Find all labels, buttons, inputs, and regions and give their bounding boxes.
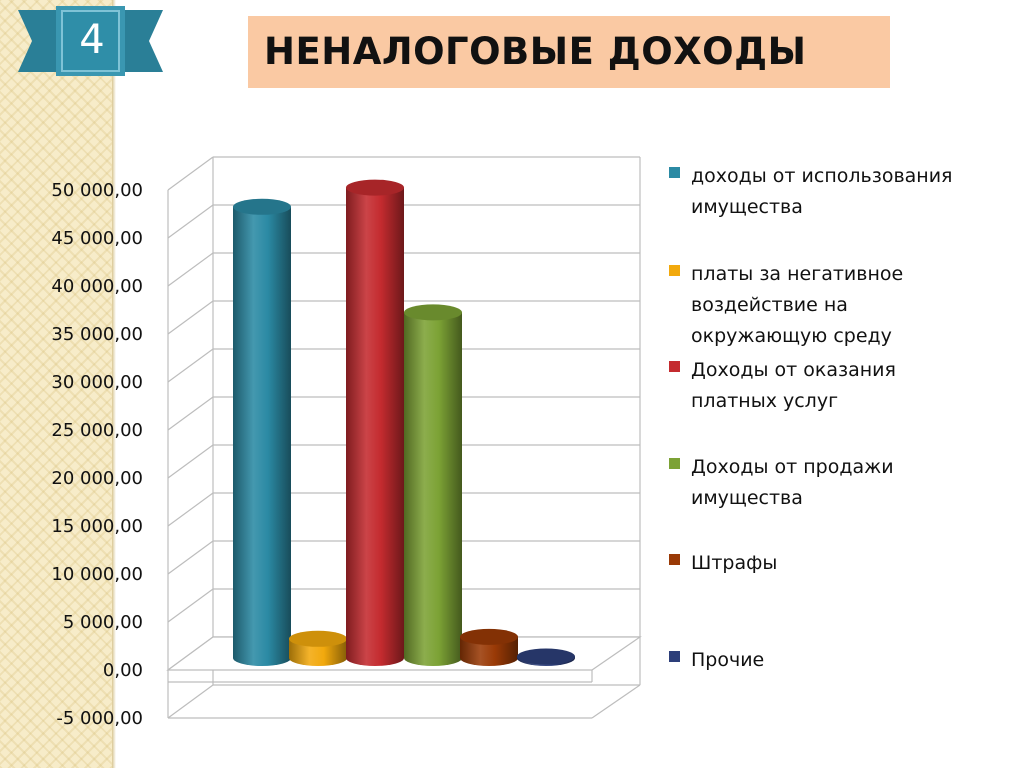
- y-tick-label: 50 000,00: [51, 180, 143, 201]
- legend-swatch: [669, 361, 680, 372]
- legend-label: платы за негативное воздействие на окружаю…: [691, 263, 903, 347]
- y-tick-label: 15 000,00: [51, 516, 143, 537]
- legend-label: доходы от использования имущества: [691, 165, 953, 218]
- legend-entry-2: платы за негативное воздействие на окружаю…: [669, 263, 903, 347]
- y-tick-label: 35 000,00: [51, 324, 143, 345]
- legend-label: Доходы от продажи имущества: [691, 456, 894, 509]
- y-tick-label: -5 000,00: [56, 708, 143, 729]
- legend-label: Штрафы: [691, 552, 777, 574]
- y-tick-label: 40 000,00: [51, 276, 143, 297]
- bar-top: [233, 198, 291, 215]
- gridline-side: [167, 540, 214, 575]
- y-tick-label: 30 000,00: [51, 372, 143, 393]
- bar-top: [517, 648, 575, 665]
- gridline-side: [167, 684, 214, 719]
- legend-label: Прочие: [691, 649, 764, 671]
- gridline-side: [167, 300, 214, 335]
- bar-6: [517, 648, 575, 666]
- legend-swatch: [669, 554, 680, 565]
- legend-entry-1: доходы от использования имущества: [669, 165, 953, 218]
- gridline-side: [167, 492, 214, 527]
- legend-entry-6: Прочие: [669, 649, 764, 671]
- y-tick-label: 10 000,00: [51, 564, 143, 585]
- bar-body: [233, 206, 291, 667]
- title-box: НЕНАЛОГОВЫЕ ДОХОДЫ: [248, 16, 890, 88]
- legend-entry-4: Доходы от продажи имущества: [669, 456, 894, 509]
- legend-label: Доходы от оказания платных услуг: [691, 359, 896, 412]
- gridline-side: [167, 204, 214, 239]
- y-tick-label: 20 000,00: [51, 468, 143, 489]
- bar-2: [289, 630, 347, 666]
- legend-swatch: [669, 265, 680, 276]
- decorative-side-strip: [0, 0, 112, 768]
- side-strip-edge: [112, 0, 116, 768]
- chart-legend: доходы от использования имущества платы за…: [669, 165, 953, 671]
- legend-swatch: [669, 651, 680, 662]
- ribbon-icon: [18, 6, 163, 76]
- page-title: НЕНАЛОГОВЫЕ ДОХОДЫ: [264, 30, 807, 73]
- gridline-side: [167, 252, 214, 287]
- legend-entry-5: Штрафы: [669, 552, 777, 574]
- y-tick-label: 0,00: [103, 660, 143, 681]
- slide-number: 4: [79, 17, 105, 63]
- legend-swatch: [669, 167, 680, 178]
- gridline-side: [167, 396, 214, 431]
- legend-swatch: [669, 458, 680, 469]
- y-tick-label: 5 000,00: [63, 612, 143, 633]
- y-axis-tick-labels: -5 000,00 0,00 5 000,00 10 000,00 15 000,00 2…: [51, 180, 143, 729]
- bar-3: [346, 179, 404, 666]
- bar-1: [233, 198, 291, 667]
- bottom-frame: [591, 684, 641, 719]
- gridline-side: [167, 156, 214, 191]
- gridline-side: [167, 444, 214, 479]
- bar-body: [346, 187, 404, 666]
- chart-bars: [233, 179, 575, 667]
- y-tick-label: 25 000,00: [51, 420, 143, 441]
- bar-4: [404, 304, 462, 666]
- bar-body: [460, 636, 518, 666]
- gridline-side: [167, 588, 214, 623]
- bar-5: [460, 628, 518, 666]
- bar-body: [404, 312, 462, 666]
- bar-top: [289, 630, 347, 647]
- bar-top: [404, 304, 462, 321]
- legend-entry-3: Доходы от оказания платных услуг: [669, 359, 896, 412]
- bar-top: [346, 179, 404, 196]
- gridline-side: [167, 348, 214, 383]
- bar-top: [460, 628, 518, 645]
- y-tick-label: 45 000,00: [51, 228, 143, 249]
